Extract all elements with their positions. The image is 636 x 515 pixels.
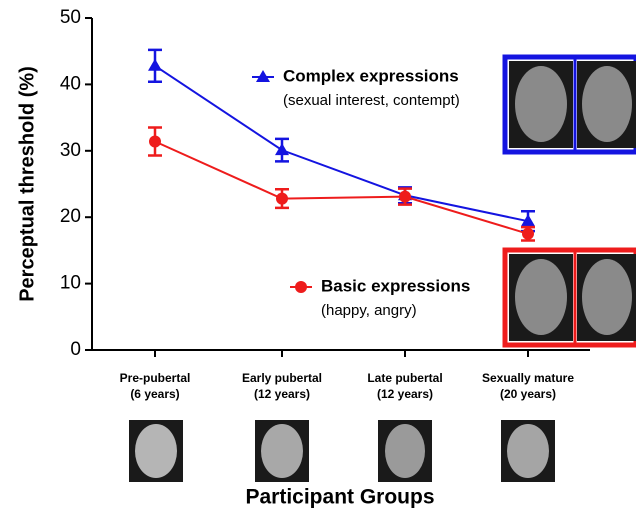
y-axis-title: Perceptual threshold (%) [16,66,38,302]
legend-marker [256,70,270,82]
x-tick-sublabel: (12 years) [377,387,433,401]
series-line [154,140,529,235]
legend-label: Complex expressions [283,66,459,85]
data-point [522,227,534,240]
data-point [149,135,161,148]
x-tick-label: Pre-pubertal [120,371,191,385]
x-tick-label: Sexually mature [482,371,574,385]
x-tick-label: Late pubertal [367,371,442,385]
x-tick-label: Early pubertal [242,371,322,385]
legend-sublabel: (sexual interest, contempt) [283,92,460,109]
data-point [521,214,535,227]
y-tick-label: 10 [60,273,81,294]
series-line [154,64,529,223]
data-point [399,190,411,203]
legend-sublabel: (happy, angry) [321,302,417,319]
data-point [275,143,289,156]
y-tick-label: 0 [70,339,81,360]
x-tick-sublabel: (6 years) [130,387,179,401]
data-point [148,58,162,71]
y-tick-label: 20 [60,206,81,227]
basic-faces [502,247,636,348]
y-tick-label: 50 [60,7,81,28]
y-tick-label: 30 [60,140,81,161]
legend-marker [295,281,307,293]
y-tick-label: 40 [60,73,81,94]
participant-faces [129,420,555,482]
x-axis-title: Participant Groups [245,486,434,509]
data-point [276,192,288,205]
legend-label: Basic expressions [321,276,470,295]
complex-faces [502,54,636,155]
x-tick-sublabel: (12 years) [254,387,310,401]
x-tick-sublabel: (20 years) [500,387,556,401]
